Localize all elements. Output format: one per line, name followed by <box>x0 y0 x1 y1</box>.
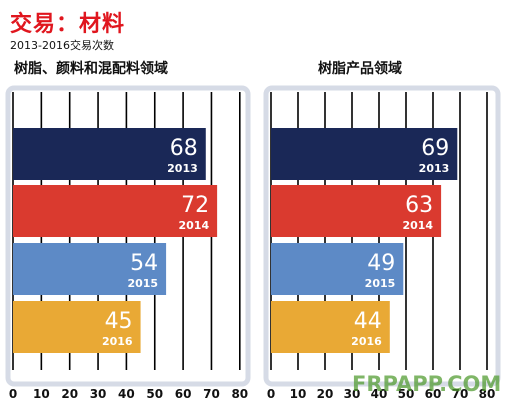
left-panel-title: 树脂、颜料和混配料领域 <box>14 61 168 77</box>
left-x-tick-label: 20 <box>61 387 78 401</box>
left-bar-value-label: 68 <box>170 136 198 161</box>
left-x-tick-label: 70 <box>203 387 220 401</box>
right-bar-2013 <box>271 128 458 180</box>
left-bar-year-label: 2015 <box>127 277 158 290</box>
left-x-tick-label: 80 <box>231 387 248 401</box>
right-x-tick-label: 70 <box>452 387 469 401</box>
right-x-tick-label: 60 <box>425 387 442 401</box>
left-bar-2014 <box>13 185 218 237</box>
left-x-tick-label: 0 <box>9 387 17 401</box>
right-bar-2014 <box>271 185 442 237</box>
watermark: FRPAPP.COM <box>352 372 502 396</box>
right-x-tick-label: 80 <box>479 387 496 401</box>
right-panel-title: 树脂产品领域 <box>318 61 402 77</box>
left-bar-value-label: 54 <box>130 251 158 276</box>
right-bar-value-label: 49 <box>367 251 395 276</box>
right-x-tick-label: 0 <box>267 387 275 401</box>
right-bar-year-label: 2013 <box>419 162 450 175</box>
left-x-tick-label: 10 <box>33 387 50 401</box>
page-subtitle: 2013-2016交易次数 <box>10 39 114 52</box>
left-bar-value-label: 72 <box>181 193 209 218</box>
right-bar-year-label: 2014 <box>402 219 433 232</box>
left-bar-value-label: 45 <box>105 309 133 334</box>
left-bar-year-label: 2016 <box>102 335 133 348</box>
left-x-tick-label: 40 <box>118 387 135 401</box>
left-bar-2015 <box>13 243 167 295</box>
page-title: 交易：材料 <box>10 12 126 37</box>
left-bar-2013 <box>13 128 206 180</box>
right-bar-year-label: 2016 <box>351 335 382 348</box>
right-bar-2016 <box>271 301 390 353</box>
right-x-tick-label: 50 <box>398 387 415 401</box>
right-x-tick-label: 10 <box>290 387 307 401</box>
right-bar-2015 <box>271 243 404 295</box>
left-bar-2016 <box>13 301 141 353</box>
left-x-tick-label: 30 <box>90 387 107 401</box>
left-bar-year-label: 2013 <box>167 162 198 175</box>
left-x-tick-label: 50 <box>146 387 163 401</box>
left-x-tick-label: 60 <box>175 387 192 401</box>
right-bar-value-label: 63 <box>405 193 433 218</box>
right-x-tick-label: 30 <box>344 387 361 401</box>
right-bar-value-label: 44 <box>354 309 382 334</box>
right-x-tick-label: 40 <box>371 387 388 401</box>
right-x-tick-label: 20 <box>317 387 334 401</box>
left-bar-year-label: 2014 <box>178 219 209 232</box>
right-bar-value-label: 69 <box>421 136 449 161</box>
right-bar-year-label: 2015 <box>365 277 396 290</box>
